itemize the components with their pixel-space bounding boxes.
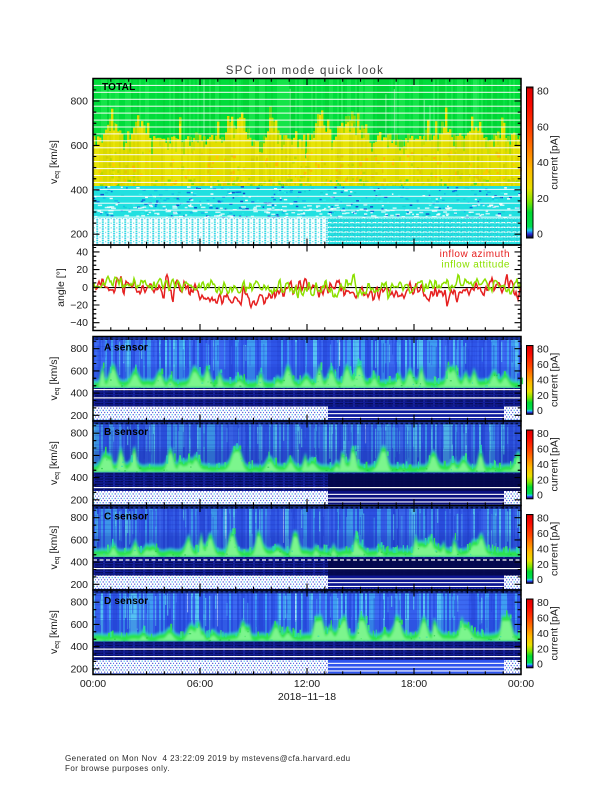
svg-text:20: 20: [537, 643, 549, 655]
svg-text:80: 80: [537, 344, 549, 356]
svg-text:20: 20: [537, 559, 549, 571]
svg-text:400: 400: [70, 472, 88, 484]
svg-text:200: 200: [70, 579, 88, 591]
svg-text:20: 20: [537, 390, 549, 402]
svg-text:60: 60: [537, 444, 549, 456]
svg-text:C sensor: C sensor: [104, 512, 148, 523]
svg-text:60: 60: [537, 528, 549, 540]
svg-text:0: 0: [537, 574, 543, 586]
svg-text:For browse purposes only.: For browse purposes only.: [65, 764, 170, 773]
svg-text:2018−11−18: 2018−11−18: [278, 691, 336, 703]
svg-text:current [pA]: current [pA]: [549, 522, 561, 576]
svg-text:TOTAL: TOTAL: [102, 82, 135, 93]
svg-text:200: 200: [70, 494, 88, 506]
svg-text:06:00: 06:00: [187, 678, 213, 690]
svg-text:60: 60: [537, 613, 549, 625]
svg-text:800: 800: [70, 512, 88, 524]
svg-text:current [pA]: current [pA]: [549, 135, 561, 189]
svg-text:current [pA]: current [pA]: [549, 606, 561, 660]
svg-text:B sensor: B sensor: [104, 427, 148, 438]
svg-text:200: 200: [70, 410, 88, 422]
svg-text:600: 600: [70, 534, 88, 546]
svg-text:SPC ion mode quick look: SPC ion mode quick look: [226, 65, 384, 77]
svg-text:600: 600: [70, 140, 88, 152]
svg-text:600: 600: [70, 619, 88, 631]
svg-text:A sensor: A sensor: [104, 343, 148, 354]
svg-text:800: 800: [70, 96, 88, 108]
svg-text:20: 20: [76, 264, 88, 276]
svg-text:80: 80: [537, 428, 549, 440]
svg-text:20: 20: [537, 474, 549, 486]
svg-text:0: 0: [537, 490, 543, 502]
svg-text:0: 0: [537, 229, 543, 241]
svg-text:80: 80: [537, 86, 549, 98]
svg-text:00:00: 00:00: [508, 678, 534, 690]
svg-text:40: 40: [537, 459, 549, 471]
svg-text:40: 40: [76, 246, 88, 258]
svg-text:80: 80: [537, 597, 549, 609]
svg-text:Generated on Mon Nov 4 23:22:: Generated on Mon Nov 4 23:22:09 2019 by …: [65, 754, 351, 763]
svg-text:18:00: 18:00: [401, 678, 427, 690]
svg-text:200: 200: [70, 663, 88, 675]
svg-text:400: 400: [70, 557, 88, 569]
svg-text:40: 40: [537, 374, 549, 386]
svg-text:400: 400: [70, 388, 88, 400]
svg-text:current [pA]: current [pA]: [549, 437, 561, 491]
svg-text:800: 800: [70, 343, 88, 355]
svg-text:inflow azimuth: inflow azimuth: [440, 249, 510, 260]
svg-text:20: 20: [537, 193, 549, 205]
svg-text:current [pA]: current [pA]: [549, 353, 561, 407]
svg-text:angle [°]: angle [°]: [55, 268, 67, 307]
svg-text:inflow attitude: inflow attitude: [441, 260, 510, 271]
svg-text:600: 600: [70, 365, 88, 377]
svg-text:200: 200: [70, 229, 88, 241]
svg-text:800: 800: [70, 597, 88, 609]
svg-text:0: 0: [537, 405, 543, 417]
svg-text:D sensor: D sensor: [104, 596, 148, 607]
svg-text:400: 400: [70, 184, 88, 196]
svg-text:400: 400: [70, 641, 88, 653]
svg-text:80: 80: [537, 513, 549, 525]
svg-text:12:00: 12:00: [294, 678, 320, 690]
svg-text:800: 800: [70, 428, 88, 440]
svg-text:−20: −20: [70, 300, 88, 312]
svg-text:40: 40: [537, 628, 549, 640]
svg-text:600: 600: [70, 450, 88, 462]
svg-text:0: 0: [537, 659, 543, 671]
svg-text:0: 0: [82, 282, 88, 294]
svg-text:00:00: 00:00: [80, 678, 106, 690]
svg-text:60: 60: [537, 359, 549, 371]
svg-text:60: 60: [537, 121, 549, 133]
svg-text:40: 40: [537, 157, 549, 169]
svg-text:−40: −40: [70, 317, 88, 329]
svg-text:40: 40: [537, 543, 549, 555]
